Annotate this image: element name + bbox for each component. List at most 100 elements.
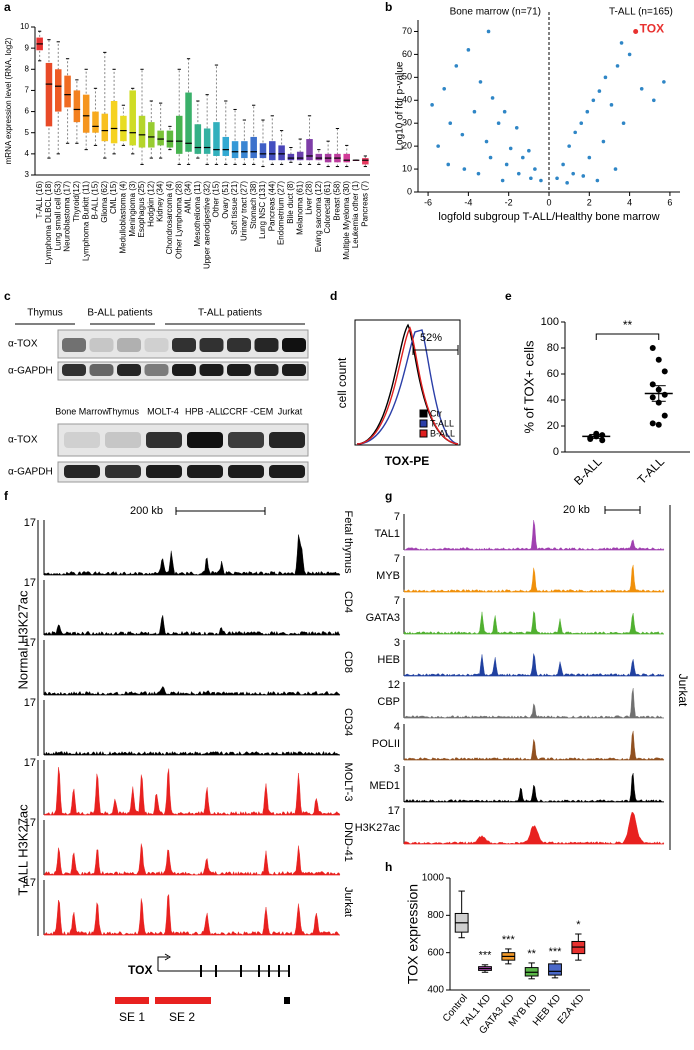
point [508,146,513,151]
y-tick-label: 5 [25,128,30,137]
x-tick-label: CML (15) [109,181,118,214]
point [609,103,614,107]
flow-curve [356,329,459,445]
point [619,41,624,45]
y-tick-label: 6 [25,107,30,116]
annotation: T-ALL (n=165) [609,7,673,18]
super-enhancer [115,997,149,1004]
x-tick-label: B-ALL (15) [91,181,100,220]
point [514,125,519,130]
y-tick-label: 50 [402,72,412,82]
point [597,89,602,93]
signal-track [43,750,341,756]
point [502,109,507,114]
x-tick-label: Upper aerodigestive (32) [202,181,211,269]
box [166,130,174,148]
signal-track [43,534,341,576]
point [661,391,668,398]
point [527,148,531,153]
significance: *** [479,950,493,962]
blot-lane: CCRF -CEM [223,406,274,416]
point [599,432,606,439]
box [231,141,239,159]
x-tick-label: Colorectal (61) [323,181,332,234]
track-label: POLII [372,738,400,750]
blot-lane: Bone Marrow [55,406,109,416]
track-label: CD4 [342,591,354,613]
super-enhancer [155,997,211,1004]
blot-band [269,432,305,448]
box [175,115,183,154]
point [649,394,656,401]
legend-label: T-ALL [430,418,454,428]
x-tick-label: Lung NSC (131) [258,181,267,239]
y-tick-label: 7 [25,86,30,95]
point [601,139,606,144]
y-tick-label: 10 [20,22,29,31]
point [448,121,453,125]
x-tick-label: Lung small cell (53) [53,181,62,251]
box [138,115,146,148]
point [593,430,600,437]
x-tick-label: -4 [464,197,472,207]
box [315,153,323,161]
track-label: DND-41 [342,822,354,862]
signal-track [403,811,665,845]
x-tick-label: Endometrium (27) [277,181,286,245]
flow-frame [354,319,461,446]
signal-track [43,686,341,696]
blot-band [227,338,251,352]
x-tick-label: Bile duct (8) [286,181,295,224]
point [655,421,662,428]
point [661,412,668,419]
x-tick-label: 4 [627,197,632,207]
track-max: 17 [24,757,36,769]
blot-lane: Jurkat [278,406,303,416]
y-tick-label: 600 [427,947,444,958]
box [73,90,81,123]
point [565,181,569,185]
point [627,52,632,57]
blot-group: Thymus [27,308,63,319]
box [110,101,118,144]
point [488,155,493,160]
blot-band [64,465,100,478]
y-tick-label: 4 [25,149,30,158]
panel-letter: e [505,289,512,303]
point [436,144,440,148]
blot-lane: MOLT-4 [147,406,179,416]
blot-lane: Thymus [107,406,140,416]
point [484,139,489,144]
x-tick-label: Leukemia other (1) [351,181,360,248]
box [343,153,350,163]
x-tick-label: T-ALL (16) [35,181,44,219]
signal-track [403,730,665,761]
box [203,128,211,154]
box [362,158,369,165]
track-max: 17 [24,637,36,649]
y-axis-label: T-ALL H3K27ac [15,804,30,896]
signal-track [43,767,341,816]
blot-band [105,432,141,448]
x-tick-label: Stomach (38) [249,181,258,229]
blot-band [144,364,169,376]
highlight-label: TOX [640,22,664,36]
blot-lane: HPB -ALL [185,406,225,416]
signal-track [403,773,665,803]
track-max: 17 [24,517,36,529]
box [287,153,295,161]
track-max: 17 [24,877,36,889]
signal-track [43,893,341,936]
point [533,167,537,171]
blot-band [199,364,224,376]
signal-track [403,687,665,719]
se-label: SE 1 [119,1010,145,1024]
point [615,64,620,68]
blot-band [187,432,223,448]
track-max: 4 [394,721,400,733]
exon [200,965,202,977]
track-max: 17 [24,577,36,589]
exon [258,965,260,977]
x-tick-label: Meningioma (3) [128,181,137,237]
point [649,420,656,427]
